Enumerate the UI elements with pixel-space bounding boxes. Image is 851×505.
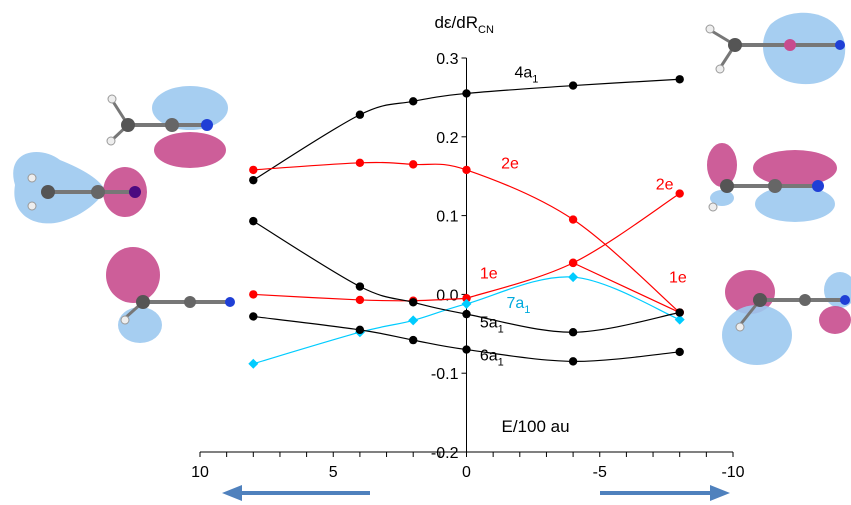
data-point	[461, 298, 472, 309]
series-1e	[249, 290, 471, 305]
series-label-2e: 2e	[656, 177, 674, 194]
orbital-bottom-left	[106, 247, 235, 343]
arrow-right	[600, 485, 730, 501]
series-6a1	[249, 312, 684, 366]
series-line-1e	[253, 293, 467, 302]
orbital-illustrations	[13, 12, 851, 365]
data-point	[409, 160, 418, 169]
orbital-left-middle	[13, 152, 147, 224]
data-point	[409, 335, 418, 345]
x-tick-label: 0	[462, 464, 471, 481]
x-tick-label: -10	[721, 464, 744, 481]
x-tick-label: 10	[191, 464, 209, 481]
series-5a1	[249, 216, 684, 337]
data-point	[462, 165, 471, 175]
data-point	[355, 282, 365, 291]
data-point	[675, 189, 684, 198]
data-point	[355, 110, 365, 119]
data-point	[355, 325, 365, 335]
data-point	[568, 215, 578, 224]
data-point	[355, 158, 365, 168]
series-line-4a1	[252, 78, 680, 181]
series-label-1e: 1e	[669, 270, 687, 287]
series-line-5a1	[252, 220, 680, 333]
data-point	[675, 347, 684, 357]
y-tick-label: 0.2	[436, 130, 458, 147]
series-1e	[568, 258, 684, 317]
y-axis-label: dε/dRCN	[435, 13, 494, 36]
data-point	[249, 216, 258, 226]
direction-arrows	[222, 485, 730, 501]
data-point	[568, 81, 578, 90]
chart-series	[248, 75, 685, 369]
data-point	[462, 309, 471, 319]
y-tick-label: 0.0	[436, 287, 458, 304]
data-point	[568, 357, 578, 366]
data-point	[675, 75, 684, 84]
series-label-4a1: 4a1	[514, 65, 538, 86]
data-point	[355, 295, 365, 305]
x-axis-label: E/100 au	[502, 417, 570, 436]
data-point	[462, 294, 471, 303]
series-line-2e	[253, 161, 681, 313]
data-point	[408, 315, 419, 326]
data-point	[568, 328, 578, 337]
y-tick-label: -0.1	[431, 366, 459, 383]
y-tick-label: 0.3	[436, 51, 458, 68]
series-line-6a1	[253, 315, 680, 362]
series-label-6a1: 6a1	[480, 348, 504, 369]
data-point	[674, 314, 685, 325]
y-tick-label: 0.1	[436, 209, 458, 226]
data-point	[409, 97, 418, 106]
y-tick-label: -0.2	[431, 445, 459, 462]
data-point	[568, 258, 578, 268]
series-label-7a1: 7a1	[506, 295, 530, 316]
data-point	[462, 345, 471, 354]
data-point	[249, 290, 258, 299]
series-label-1e: 1e	[480, 266, 498, 283]
chart-axes: 10 5 0 -5 -10 0.3 0.2 0.1 0.0 -0.1 -0.2 dε/dRCN E/10…	[191, 13, 745, 481]
series-4a1	[249, 75, 684, 185]
data-point	[462, 89, 471, 98]
series-label-5a1: 5a1	[480, 314, 504, 335]
arrow-left	[222, 485, 370, 501]
data-point	[409, 298, 418, 307]
data-point	[675, 308, 684, 317]
orbital-right-middle	[707, 143, 837, 222]
data-point	[249, 165, 258, 175]
orbital-top-right	[705, 12, 846, 85]
data-point	[248, 358, 259, 369]
orbital-top-left	[106, 86, 228, 168]
x-tick-label: 5	[329, 464, 338, 481]
data-point	[568, 272, 579, 283]
data-point	[249, 312, 258, 321]
data-point	[249, 175, 258, 185]
series-line-1e	[572, 262, 680, 314]
orbital-bottom-right	[722, 270, 851, 365]
x-tick-label: -5	[593, 464, 607, 481]
series-label-2e: 2e	[501, 155, 519, 172]
